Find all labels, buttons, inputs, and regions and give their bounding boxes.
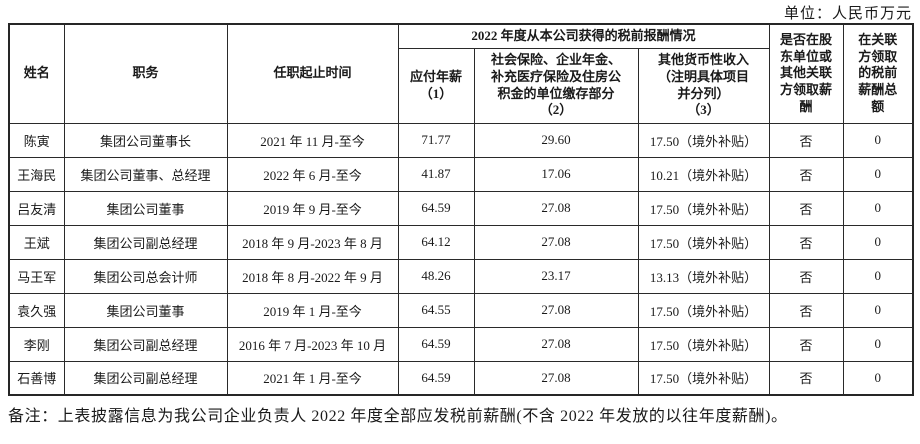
cell-related-pay: 否 [768, 156, 844, 192]
cell-salary: 64.59 [397, 360, 475, 396]
cell-other-income: 13.13（境外补贴） [637, 258, 770, 294]
compensation-table: 姓名 职务 任职起止时间 2022 年度从本公司获得的税前报酬情况 是否在股 东… [8, 23, 914, 396]
cell-social: 29.60 [473, 122, 639, 158]
cell-salary: 64.55 [397, 292, 475, 328]
cell-position: 集团公司董事 [63, 292, 228, 328]
cell-related-total: 0 [842, 190, 914, 226]
cell-related-total: 0 [842, 326, 914, 362]
table-row: 石善博 集团公司副总经理 2021 年 1 月-至今 64.59 27.08 1… [8, 360, 914, 396]
header-social-insurance: 社会保险、企业年金、 补充医疗保险及住房公 积金的单位缴存部分 （2） [473, 47, 639, 124]
cell-social: 27.08 [473, 326, 639, 362]
cell-other-income: 17.50（境外补贴） [637, 326, 770, 362]
header-related-total: 在关联 方领取 的税前 薪酬总 额 [842, 23, 914, 124]
header-position: 职务 [63, 23, 228, 124]
cell-tenure: 2019 年 1 月-至今 [226, 292, 399, 328]
table-row: 王海民 集团公司董事、总经理 2022 年 6 月-至今 41.87 17.06… [8, 156, 914, 192]
table-row: 李刚 集团公司副总经理 2016 年 7 月-2023 年 10 月 64.59… [8, 326, 914, 362]
cell-related-pay: 否 [768, 258, 844, 294]
cell-salary: 41.87 [397, 156, 475, 192]
table-row: 马王军 集团公司总会计师 2018 年 8 月-2022 年 9 月 48.26… [8, 258, 914, 294]
header-name: 姓名 [8, 23, 65, 124]
table-row: 王斌 集团公司副总经理 2018 年 9 月-2023 年 8 月 64.12 … [8, 224, 914, 260]
cell-position: 集团公司董事长 [63, 122, 228, 158]
cell-position: 集团公司董事 [63, 190, 228, 226]
table-row: 袁久强 集团公司董事 2019 年 1 月-至今 64.55 27.08 17.… [8, 292, 914, 328]
cell-position: 集团公司董事、总经理 [63, 156, 228, 192]
cell-tenure: 2016 年 7 月-2023 年 10 月 [226, 326, 399, 362]
cell-social: 17.06 [473, 156, 639, 192]
cell-tenure: 2021 年 1 月-至今 [226, 360, 399, 396]
cell-other-income: 17.50（境外补贴） [637, 122, 770, 158]
cell-related-pay: 否 [768, 292, 844, 328]
cell-salary: 71.77 [397, 122, 475, 158]
cell-name: 马王军 [8, 258, 65, 294]
cell-tenure: 2019 年 9 月-至今 [226, 190, 399, 226]
cell-social: 23.17 [473, 258, 639, 294]
cell-related-pay: 否 [768, 122, 844, 158]
header-row-top: 姓名 职务 任职起止时间 2022 年度从本公司获得的税前报酬情况 是否在股 东… [8, 23, 914, 124]
cell-related-total: 0 [842, 224, 914, 260]
unit-label: 单位：人民币万元 [783, 6, 912, 22]
cell-name: 袁久强 [8, 292, 65, 328]
cell-salary: 64.59 [397, 190, 475, 226]
header-tenure: 任职起止时间 [226, 23, 399, 124]
cell-social: 27.08 [473, 360, 639, 396]
cell-other-income: 17.50（境外补贴） [637, 292, 770, 328]
cell-name: 陈寅 [8, 122, 65, 158]
header-other-income: 其他货币性收入 （注明具体项目 并分列） （3） [637, 47, 770, 124]
cell-other-income: 10.21（境外补贴） [637, 156, 770, 192]
cell-name: 李刚 [8, 326, 65, 362]
cell-position: 集团公司副总经理 [63, 360, 228, 396]
cell-related-total: 0 [842, 292, 914, 328]
cell-position: 集团公司总会计师 [63, 258, 228, 294]
cell-social: 27.08 [473, 292, 639, 328]
cell-tenure: 2018 年 8 月-2022 年 9 月 [226, 258, 399, 294]
cell-related-total: 0 [842, 360, 914, 396]
header-row-sub: 应付年薪 （1） 社会保险、企业年金、 补充医疗保险及住房公 积金的单位缴存部分… [9, 47, 913, 124]
header-salary: 应付年薪 （1） [397, 47, 475, 124]
table-row: 陈寅 集团公司董事长 2021 年 11 月-至今 71.77 29.60 17… [8, 122, 914, 158]
cell-salary: 64.59 [397, 326, 475, 362]
cell-name: 石善博 [8, 360, 65, 396]
cell-related-pay: 否 [768, 190, 844, 226]
cell-salary: 64.12 [397, 224, 475, 260]
header-related-pay: 是否在股 东单位或 其他关联 方领取薪 酬 [768, 23, 844, 124]
table-row: 吕友清 集团公司董事 2019 年 9 月-至今 64.59 27.08 17.… [8, 190, 914, 226]
cell-social: 27.08 [473, 224, 639, 260]
footnote: 备注：上表披露信息为我公司企业负责人 2022 年度全部应发税前薪酬(不含 20… [8, 408, 788, 425]
cell-tenure: 2021 年 11 月-至今 [226, 122, 399, 158]
cell-tenure: 2018 年 9 月-2023 年 8 月 [226, 224, 399, 260]
cell-name: 吕友清 [8, 190, 65, 226]
cell-social: 27.08 [473, 190, 639, 226]
cell-related-pay: 否 [768, 224, 844, 260]
cell-other-income: 17.50（境外补贴） [637, 224, 770, 260]
cell-position: 集团公司副总经理 [63, 224, 228, 260]
cell-tenure: 2022 年 6 月-至今 [226, 156, 399, 192]
cell-name: 王海民 [8, 156, 65, 192]
cell-related-total: 0 [842, 258, 914, 294]
cell-related-total: 0 [842, 122, 914, 158]
cell-related-total: 0 [842, 156, 914, 192]
cell-related-pay: 否 [768, 360, 844, 396]
cell-other-income: 17.50（境外补贴） [637, 190, 770, 226]
cell-other-income: 17.50（境外补贴） [637, 360, 770, 396]
cell-name: 王斌 [8, 224, 65, 260]
header-compensation-group: 2022 年度从本公司获得的税前报酬情况 [397, 23, 770, 49]
cell-position: 集团公司副总经理 [63, 326, 228, 362]
cell-related-pay: 否 [768, 326, 844, 362]
cell-salary: 48.26 [397, 258, 475, 294]
